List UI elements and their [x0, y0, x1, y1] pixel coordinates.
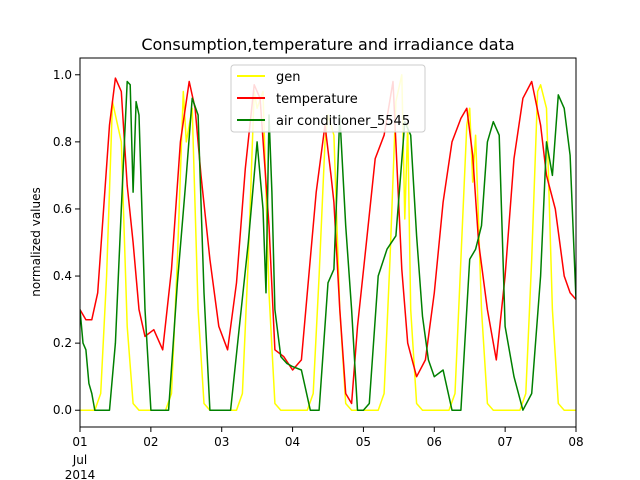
legend-box [230, 64, 426, 133]
x-tick-label: 03 [214, 435, 229, 449]
x-tick-label: 06 [427, 435, 442, 449]
legend: gen temperature air conditioner_5545 [230, 64, 426, 133]
x-axis: 01 02 03 04 05 06 07 08 [72, 427, 584, 449]
y-tick-label: 0.6 [53, 202, 72, 216]
chart-title: Consumption,temperature and irradiance d… [141, 35, 514, 54]
y-tick-label: 1.0 [53, 68, 72, 82]
y-tick-label: 0.8 [53, 135, 72, 149]
x-sublabel-year: 2014 [65, 468, 96, 480]
x-tick-label: 04 [285, 435, 300, 449]
legend-label: gen [276, 70, 301, 85]
x-tick-label: 01 [72, 435, 87, 449]
series-line-2 [80, 80, 576, 411]
y-tick-label: 0.4 [53, 269, 72, 283]
x-sublabel-month: Jul [72, 453, 87, 467]
plot-frame [79, 57, 577, 428]
x-tick-label: 02 [143, 435, 158, 449]
y-tick-label: 0.0 [53, 403, 72, 417]
legend-label: temperature [276, 92, 358, 107]
x-tick-label: 07 [498, 435, 513, 449]
y-tick-label: 0.2 [53, 336, 72, 350]
y-axis: 0.0 0.2 0.4 0.6 0.8 1.0 [53, 68, 80, 417]
y-axis-label: normalized values [29, 187, 43, 297]
x-tick-label: 05 [356, 435, 371, 449]
legend-label: air conditioner_5545 [276, 114, 410, 129]
x-tick-label: 08 [568, 435, 583, 449]
series-line-0 [80, 74, 576, 411]
